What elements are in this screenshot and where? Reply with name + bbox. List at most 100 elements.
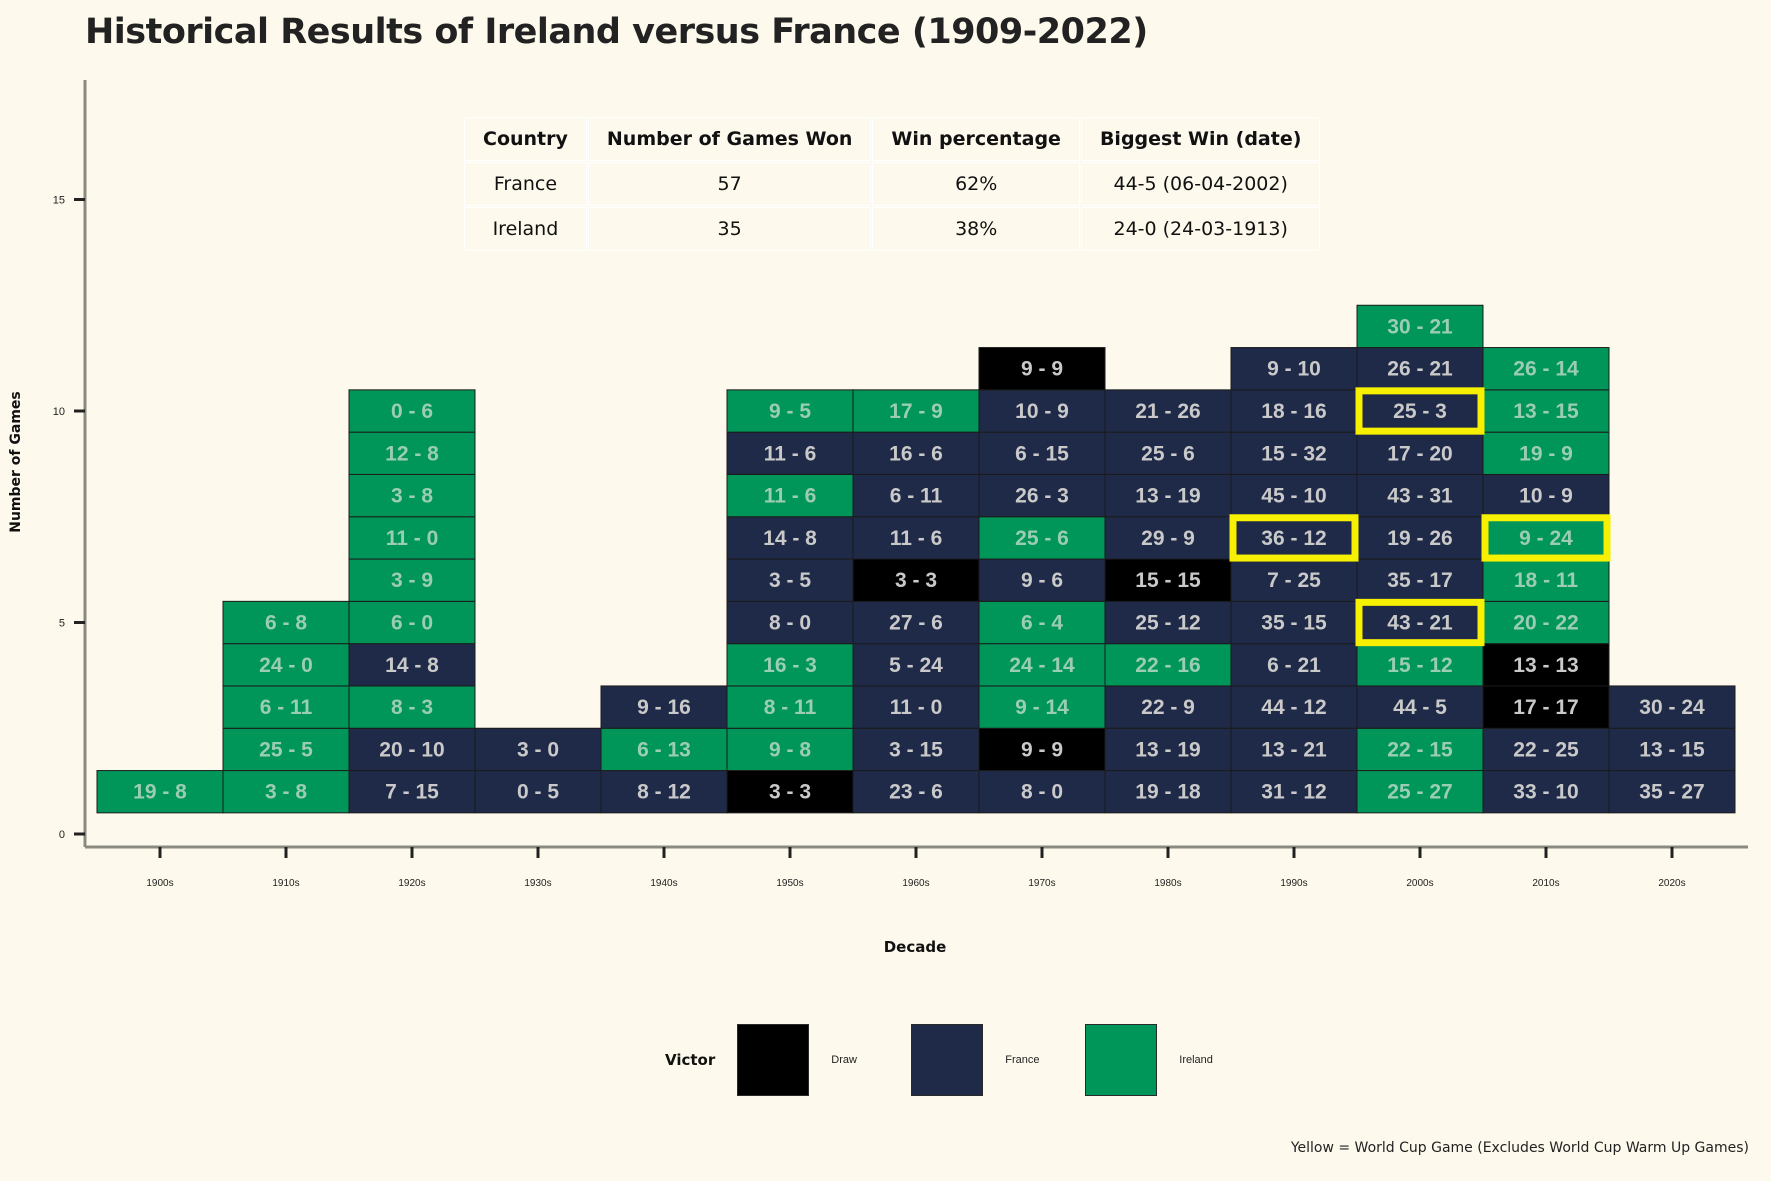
score-label: 11 - 0 (890, 696, 943, 719)
score-tile (852, 727, 980, 772)
x-tick-label: 1910s (272, 878, 299, 889)
score-label: 11 - 6 (764, 442, 817, 465)
score-tile (852, 685, 980, 729)
score-label: 8 - 12 (637, 781, 691, 804)
score-tile (348, 431, 476, 475)
summary-header: Country (464, 117, 587, 161)
score-label: 0 - 5 (517, 781, 559, 804)
score-label: 24 - 14 (1009, 654, 1075, 677)
score-label: 9 - 9 (1021, 738, 1063, 761)
summary-header: Number of Games Won (587, 117, 872, 161)
summary-row-ireland: Ireland 35 38% 24-0 (24-03-1913) (464, 207, 1321, 251)
score-label: 17 - 17 (1513, 696, 1578, 719)
score-tile (978, 643, 1106, 687)
score-tile (1356, 516, 1484, 560)
summary-cell: 62% (872, 162, 1080, 206)
score-label: 11 - 0 (386, 527, 439, 550)
score-label: 6 - 11 (260, 696, 313, 719)
score-label: 15 - 32 (1261, 442, 1326, 465)
score-label: 25 - 6 (1015, 527, 1069, 550)
score-label: 36 - 12 (1261, 527, 1326, 550)
score-tile (348, 727, 476, 772)
score-label: 45 - 10 (1261, 485, 1326, 508)
legend-item-ireland: Ireland (1085, 1024, 1239, 1096)
score-label: 25 - 3 (1393, 400, 1447, 423)
score-tile (1482, 643, 1610, 687)
score-tile (1356, 473, 1484, 518)
score-tile (978, 389, 1106, 433)
legend-label-ireland: Ireland (1179, 1054, 1213, 1066)
x-tick-label: 1900s (146, 878, 173, 889)
score-tile (852, 643, 980, 687)
score-tile (726, 516, 854, 560)
score-tile (1356, 727, 1484, 772)
score-label: 6 - 13 (637, 738, 691, 761)
score-label: 9 - 6 (1021, 569, 1063, 592)
score-label: 6 - 0 (391, 612, 433, 635)
score-tile (978, 347, 1106, 391)
legend-item-draw: Draw (737, 1024, 891, 1096)
score-tile (1482, 558, 1610, 602)
legend-swatch-ireland (1085, 1024, 1158, 1096)
world-cup-highlight (1355, 387, 1485, 435)
score-label: 44 - 5 (1393, 696, 1447, 719)
score-label: 11 - 6 (764, 485, 817, 508)
score-tile (600, 685, 728, 729)
score-tile (96, 770, 224, 814)
score-tile (1356, 389, 1484, 433)
score-label: 21 - 26 (1135, 400, 1200, 423)
x-tick-label: 1950s (776, 878, 803, 889)
summary-table: Country Number of Games Won Win percenta… (462, 115, 1322, 253)
score-tile (1356, 685, 1484, 729)
score-tile (1230, 643, 1358, 687)
score-label: 22 - 25 (1513, 738, 1579, 761)
score-label: 15 - 12 (1387, 654, 1452, 677)
legend-item-france: France (911, 1024, 1065, 1096)
score-label: 44 - 12 (1261, 696, 1326, 719)
score-label: 18 - 11 (1514, 569, 1579, 592)
x-tick-label: 2020s (1658, 878, 1685, 889)
score-label: 5 - 24 (889, 654, 943, 677)
score-label: 3 - 0 (517, 738, 559, 761)
summary-cell: 57 (587, 162, 872, 206)
score-label: 8 - 3 (391, 696, 433, 719)
score-tile (852, 431, 980, 475)
score-tile (1230, 558, 1358, 602)
score-label: 15 - 15 (1135, 569, 1201, 592)
summary-cell: Ireland (464, 207, 587, 251)
summary-header: Win percentage (872, 117, 1080, 161)
score-label: 10 - 9 (1519, 485, 1573, 508)
score-label: 12 - 8 (385, 442, 439, 465)
score-label: 19 - 9 (1519, 442, 1573, 465)
legend: Victor Draw France Ireland (665, 1024, 1259, 1096)
score-tile (978, 770, 1106, 814)
score-tile (222, 643, 350, 687)
score-tile (222, 600, 350, 645)
score-label: 6 - 4 (1021, 612, 1063, 635)
score-label: 13 - 15 (1513, 400, 1579, 423)
x-axis-label: Decade (883, 938, 947, 956)
score-label: 35 - 17 (1387, 569, 1452, 592)
score-tile (1104, 473, 1232, 518)
x-tick-label: 1930s (524, 878, 551, 889)
score-tile (222, 685, 350, 729)
score-tile (348, 643, 476, 687)
score-label: 26 - 14 (1513, 358, 1579, 381)
score-label: 9 - 14 (1015, 696, 1069, 719)
score-tile (852, 600, 980, 645)
score-label: 6 - 11 (890, 485, 943, 508)
legend-swatch-france (911, 1024, 984, 1096)
score-label: 7 - 25 (1267, 569, 1321, 592)
summary-header: Biggest Win (date) (1080, 117, 1321, 161)
y-tick-label: 0 (59, 829, 65, 841)
score-tile (474, 727, 602, 772)
summary-row-france: France 57 62% 44-5 (06-04-2002) (464, 162, 1321, 206)
score-label: 11 - 6 (890, 527, 943, 550)
score-label: 0 - 6 (391, 400, 433, 423)
score-tile (1608, 685, 1736, 729)
score-label: 13 - 13 (1513, 654, 1578, 677)
score-label: 35 - 27 (1639, 781, 1704, 804)
x-tick-label: 1960s (902, 878, 929, 889)
y-axis-label: Number of Games (8, 391, 24, 533)
